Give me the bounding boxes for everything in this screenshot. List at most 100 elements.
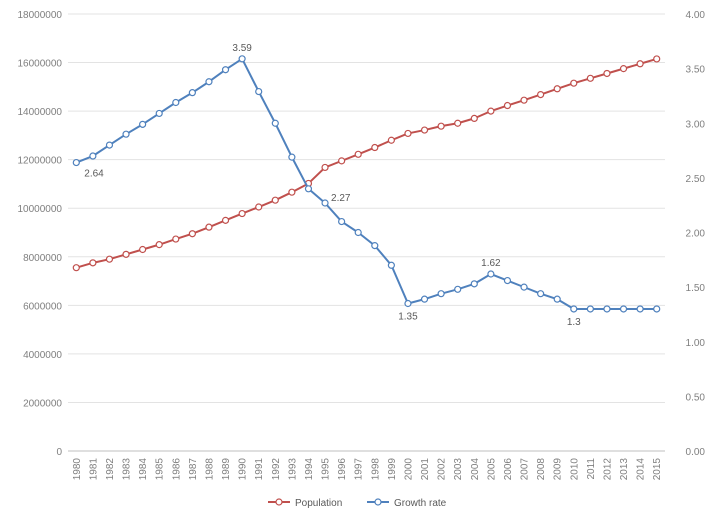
right-axis-tick-label: 3.50 xyxy=(686,65,706,76)
series-point-1 xyxy=(470,280,478,288)
left-axis-tick-label: 2000000 xyxy=(23,398,62,409)
x-axis-tick-label: 2009 xyxy=(553,458,564,481)
series-point-0 xyxy=(470,114,478,122)
series-point-1 xyxy=(487,270,495,278)
series-point-1 xyxy=(255,87,263,96)
series-point-1 xyxy=(404,299,412,308)
legend: Population Growth rate xyxy=(268,498,447,509)
series-point-1 xyxy=(653,305,661,313)
series-layer xyxy=(72,55,661,313)
right-axis-tick-label: 0.00 xyxy=(686,447,706,458)
series-point-0 xyxy=(321,163,329,172)
left-axis-tick-label: 0 xyxy=(56,447,62,458)
x-axis-tick-label: 1981 xyxy=(88,458,99,481)
x-axis-tick-label: 2012 xyxy=(602,458,613,481)
x-axis-tick-label: 1986 xyxy=(171,458,182,481)
x-axis-tick-label: 1993 xyxy=(287,458,298,481)
series-point-1 xyxy=(105,141,114,149)
series-point-0 xyxy=(371,143,379,152)
left-axis-ticks: 0 2000000 4000000 6000000 8000000 10000000 120… xyxy=(18,10,63,458)
series-point-1 xyxy=(619,305,628,313)
x-axis-tick-label: 1989 xyxy=(221,458,232,481)
series-point-0 xyxy=(520,96,528,104)
left-axis-tick-label: 4000000 xyxy=(23,350,62,361)
x-axis-tick-label: 1997 xyxy=(354,458,365,481)
series-point-0 xyxy=(271,196,279,204)
series-point-1 xyxy=(238,55,246,63)
right-axis-ticks: 0.00 0.50 1.00 1.50 2.00 2.50 3.00 3.50 4.00 xyxy=(686,10,706,458)
series-point-1 xyxy=(172,98,180,107)
series-point-0 xyxy=(437,122,445,130)
series-point-0 xyxy=(172,235,180,243)
right-axis-tick-label: 1.00 xyxy=(686,338,706,349)
x-axis-tick-label: 1985 xyxy=(155,458,166,481)
series-point-1 xyxy=(321,199,329,207)
x-axis-tick-label: 2013 xyxy=(619,458,630,481)
series-point-0 xyxy=(636,60,644,68)
x-axis-tick-label: 2014 xyxy=(636,458,647,481)
gridlines xyxy=(68,13,665,452)
series-point-1 xyxy=(420,295,429,303)
series-point-1 xyxy=(188,89,196,97)
series-point-0 xyxy=(288,188,296,196)
left-axis-tick-label: 16000000 xyxy=(18,59,63,70)
series-point-0 xyxy=(454,119,462,127)
x-axis-tick-label: 2015 xyxy=(652,458,663,481)
series-point-0 xyxy=(387,136,395,144)
series-point-0 xyxy=(338,157,346,165)
series-point-1 xyxy=(338,217,346,226)
x-axis-tick-label: 2000 xyxy=(403,458,414,481)
data-label: 1.3 xyxy=(567,317,581,328)
series-point-1 xyxy=(155,109,163,118)
series-point-1 xyxy=(122,130,130,138)
data-label: 2.64 xyxy=(84,169,104,180)
left-axis-tick-label: 6000000 xyxy=(23,301,62,312)
series-point-1 xyxy=(205,78,213,86)
series-point-0 xyxy=(205,223,213,231)
x-axis-tick-label: 1987 xyxy=(188,458,199,481)
series-point-0 xyxy=(586,74,594,82)
series-point-1 xyxy=(636,305,644,313)
left-axis-tick-label: 12000000 xyxy=(18,156,63,167)
series-line-1 xyxy=(75,57,657,310)
x-axis-tick-label: 1995 xyxy=(321,458,332,481)
x-axis-tick-label: 1990 xyxy=(238,458,249,481)
series-point-1 xyxy=(304,185,313,193)
right-axis-tick-label: 2.50 xyxy=(686,174,706,185)
data-label: 2.27 xyxy=(331,193,351,204)
series-point-1 xyxy=(354,228,362,237)
series-point-1 xyxy=(437,290,445,298)
series-point-0 xyxy=(89,259,97,267)
series-point-0 xyxy=(122,250,130,258)
x-axis-tick-label: 2005 xyxy=(486,458,497,481)
series-point-0 xyxy=(537,91,545,99)
right-axis-tick-label: 0.50 xyxy=(686,392,706,403)
series-point-0 xyxy=(570,79,578,87)
series-point-1 xyxy=(503,276,512,285)
right-axis-tick-label: 1.50 xyxy=(686,283,706,294)
series-point-1 xyxy=(271,119,279,127)
legend-label: Population xyxy=(295,498,342,509)
x-axis-tick-label: 2008 xyxy=(536,458,547,481)
x-axis-tick-label: 1991 xyxy=(254,458,265,481)
x-axis-tick-label: 1984 xyxy=(138,458,149,481)
x-axis-tick-label: 2007 xyxy=(520,458,531,481)
x-axis-tick-label: 2001 xyxy=(420,458,431,481)
left-axis-tick-label: 14000000 xyxy=(18,107,63,118)
left-axis-tick-label: 10000000 xyxy=(18,204,63,215)
left-axis-tick-label: 8000000 xyxy=(23,253,62,264)
right-axis-tick-label: 3.00 xyxy=(686,119,706,130)
series-point-0 xyxy=(72,264,80,272)
x-axis-tick-label: 1980 xyxy=(72,458,83,481)
series-point-0 xyxy=(105,255,114,263)
x-axis-tick-label: 1988 xyxy=(204,458,215,481)
series-point-0 xyxy=(188,230,196,238)
series-point-0 xyxy=(139,245,147,254)
series-point-0 xyxy=(420,126,429,134)
series-point-1 xyxy=(288,153,296,161)
x-axis-tick-label: 2006 xyxy=(503,458,514,481)
series-point-1 xyxy=(520,283,528,291)
data-label: 1.35 xyxy=(398,312,418,323)
series-point-1 xyxy=(371,242,379,250)
